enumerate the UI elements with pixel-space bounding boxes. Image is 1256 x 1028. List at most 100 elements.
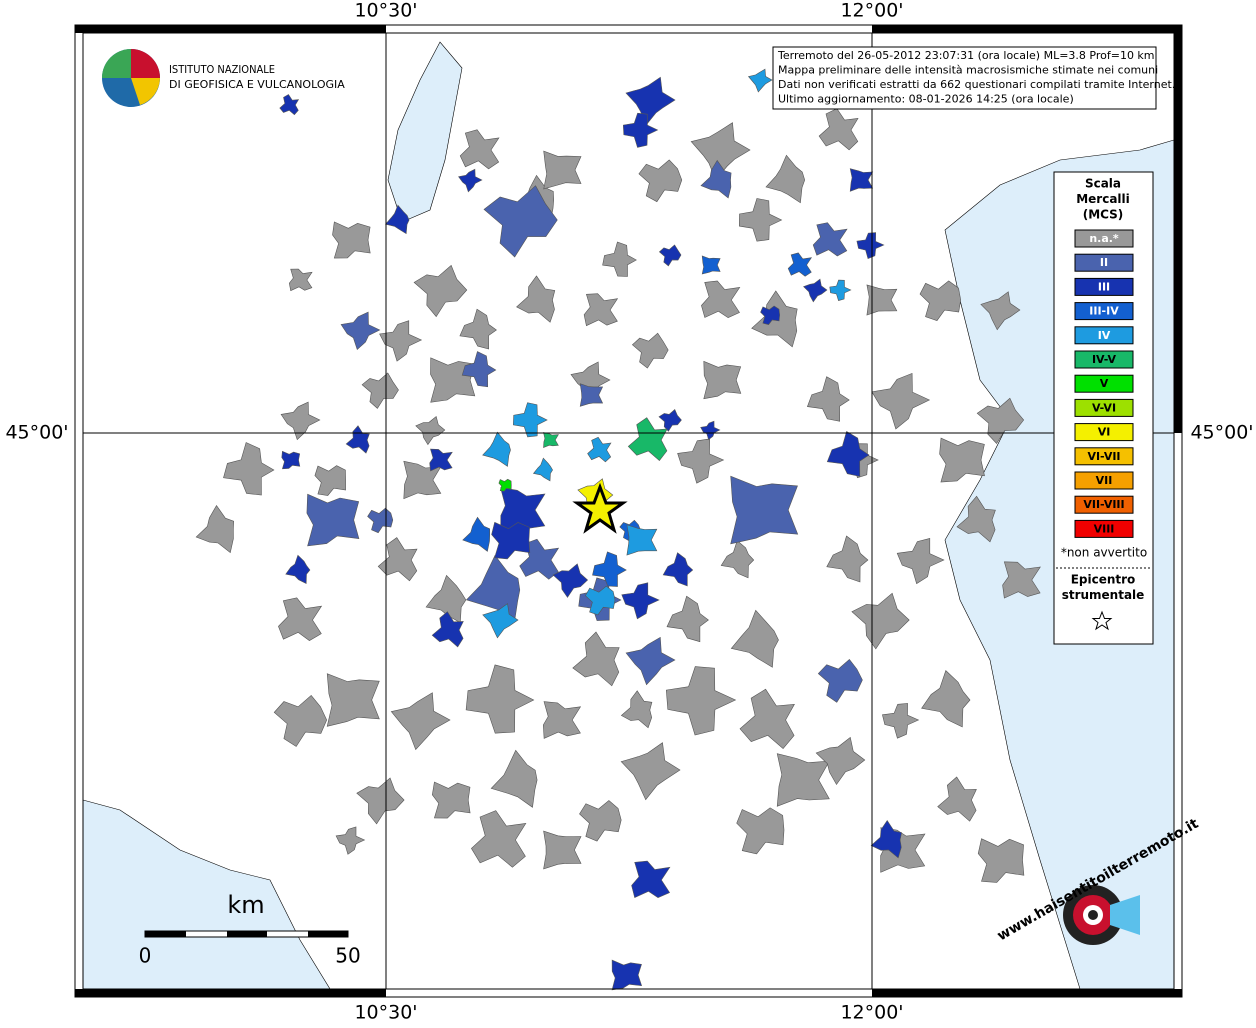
municipality [806, 376, 850, 422]
municipality [976, 397, 1025, 444]
municipality [281, 450, 301, 470]
municipality [658, 244, 682, 267]
municipality [620, 742, 681, 801]
legend-label: III [1098, 280, 1110, 293]
legend-label: IV [1098, 329, 1111, 342]
frame-bar [1174, 33, 1182, 433]
municipality [720, 540, 755, 579]
municipality [482, 603, 519, 639]
info-line: Ultimo aggiornamento: 08-01-2026 14:25 (… [778, 93, 1074, 106]
municipality [326, 673, 380, 727]
municipality [826, 431, 870, 477]
info-box [772, 46, 1157, 110]
municipality [870, 820, 902, 859]
municipality [919, 280, 962, 321]
municipality [361, 372, 399, 409]
epicenter [572, 482, 628, 534]
municipality [956, 495, 996, 543]
municipality [662, 552, 694, 587]
municipality [829, 279, 852, 301]
municipality [882, 703, 920, 739]
municipality [631, 860, 671, 899]
institute: DI GEOFISICA E VULCANOLOGIA [169, 78, 345, 91]
municipality [390, 692, 451, 751]
legend-epicenter: Epicentro [1071, 573, 1136, 587]
municipality [415, 415, 446, 446]
municipality [471, 810, 527, 868]
municipality [462, 516, 491, 552]
municipality [611, 959, 643, 991]
municipality [572, 631, 620, 687]
municipality [856, 232, 885, 260]
lat-label: 45°00' [5, 422, 68, 444]
lon-label: 12°00' [840, 0, 903, 22]
municipality [543, 150, 582, 190]
legend-swatch [1074, 519, 1134, 538]
municipality [195, 504, 235, 554]
legend-swatch [1074, 447, 1134, 466]
legend-label: III-IV [1089, 305, 1119, 318]
legend-swatch [1074, 374, 1134, 393]
municipality [377, 537, 418, 582]
municipality [592, 551, 627, 587]
legend-label: n.a.* [1089, 232, 1119, 245]
municipality [280, 401, 321, 441]
municipality [431, 781, 471, 819]
municipality [939, 437, 985, 483]
municipality [543, 432, 559, 448]
municipality [921, 670, 971, 728]
frame [74, 24, 1183, 998]
lon-label: 10°30' [354, 1002, 417, 1024]
municipality [812, 222, 848, 257]
legend-swatch [1074, 253, 1134, 272]
municipality [491, 521, 531, 560]
municipality [638, 159, 683, 203]
legend-label: IV-V [1092, 353, 1117, 366]
municipality [666, 595, 709, 643]
lon-label: 12°00' [840, 1002, 903, 1024]
municipality [579, 383, 604, 407]
municipality [980, 291, 1021, 331]
municipality [896, 538, 945, 585]
legend-swatch [1074, 277, 1134, 296]
legend-label: V-VI [1092, 401, 1116, 414]
municipality [332, 221, 371, 259]
municipality [278, 597, 323, 641]
legend-swatch [1074, 398, 1134, 417]
municipality [787, 252, 813, 277]
legend-swatch [1074, 495, 1134, 514]
legend-swatch [1074, 423, 1134, 442]
municipality [583, 293, 619, 327]
legend-epicenter: strumentale [1062, 588, 1145, 602]
municipality [356, 777, 405, 825]
municipality [871, 372, 931, 430]
municipality [345, 425, 370, 454]
municipality [602, 241, 637, 277]
frame-bar [872, 25, 1182, 33]
municipality [747, 68, 773, 93]
municipality [658, 409, 682, 432]
municipality [700, 159, 732, 199]
municipality [579, 800, 622, 842]
legend-star [1091, 610, 1113, 631]
scale-label: 0 [139, 944, 152, 968]
municipality [622, 112, 659, 148]
municipality [465, 664, 535, 734]
frame [82, 32, 1175, 990]
municipality [851, 592, 910, 650]
municipality [459, 129, 500, 170]
municipality [379, 320, 423, 362]
legend-swatch [1074, 326, 1134, 345]
municipality [937, 776, 977, 822]
municipality [866, 284, 898, 316]
municipality [490, 749, 538, 808]
municipality [626, 524, 658, 556]
municipality [621, 582, 660, 620]
legend-label: VII-VIII [1083, 498, 1124, 511]
legend-label: VII [1096, 474, 1113, 487]
municipality [849, 168, 874, 192]
legend-swatch [1074, 350, 1134, 369]
municipality [430, 357, 476, 403]
institute: ISTITUTO NAZIONALE [169, 63, 275, 76]
municipality [815, 736, 866, 786]
